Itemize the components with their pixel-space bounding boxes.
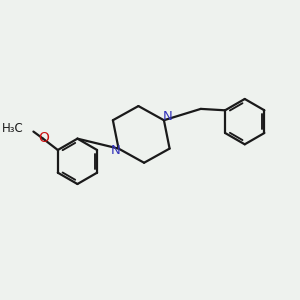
Text: H₃C: H₃C [2, 122, 24, 135]
Text: O: O [38, 131, 49, 145]
Text: N: N [110, 143, 120, 157]
Text: N: N [163, 110, 172, 123]
